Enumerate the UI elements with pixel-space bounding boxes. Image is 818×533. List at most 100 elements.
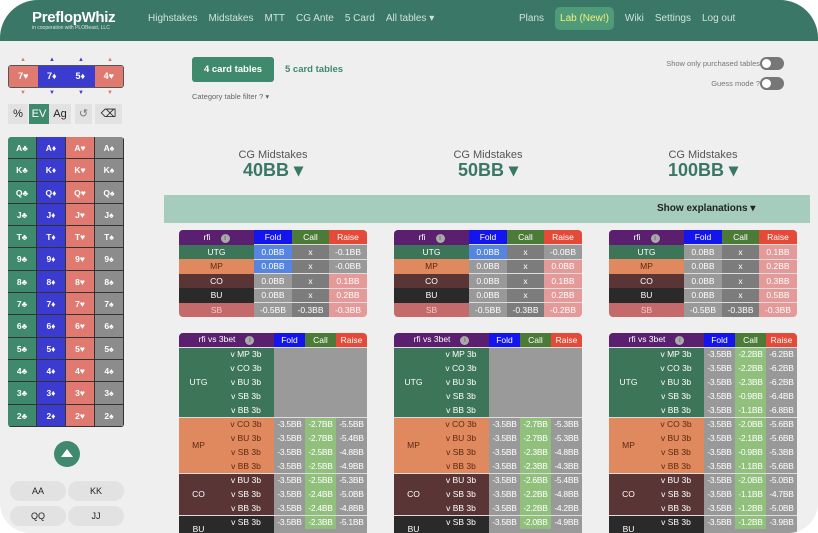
ev-cell[interactable]: -1.1BB [735,459,766,473]
card-cell[interactable]: A♦ [37,137,66,160]
ev-cell[interactable]: -0.5BB [469,302,507,317]
hand-chip-jj[interactable]: JJ [68,506,124,526]
card-cell[interactable]: 5♦ [37,337,66,360]
ev-cell[interactable]: 0.0BB [684,244,722,259]
selected-card[interactable]: 4♥ [94,66,123,87]
ev-cell[interactable]: -2.0BB [735,472,766,487]
tab-5-card-tables[interactable]: 5 card tables [285,64,344,75]
show-explanations-bar[interactable]: Show explanations ▾ [164,195,810,223]
ev-cell[interactable]: -1.1BB [735,487,766,501]
card-cell[interactable]: Q♣ [8,181,37,204]
ev-cell[interactable]: -2.2BB [735,361,766,375]
card-cell[interactable]: 5♠ [95,337,124,360]
ev-cell[interactable]: -3.5BB [704,514,735,529]
ev-cell[interactable]: -5.6BB [766,459,797,473]
ev-cell[interactable]: x [722,244,759,259]
card-down-arrow-icon[interactable]: ▼ [107,90,113,96]
ev-cell[interactable]: -3.5BB [704,445,735,459]
ev-cell[interactable] [336,389,367,403]
ev-cell[interactable]: -3.5BB [489,416,520,431]
ev-cell[interactable]: -5.4BB [336,431,367,445]
ev-cell[interactable]: -3.5BB [274,445,305,459]
ev-cell[interactable]: -2.3BB [520,445,551,459]
ev-cell[interactable]: -3.5BB [274,487,305,501]
ev-cell[interactable] [274,403,305,417]
ev-cell[interactable] [336,529,367,533]
ev-cell[interactable]: -3.5BB [274,472,305,487]
ev-cell[interactable]: x [507,258,544,274]
card-up-arrow-icon[interactable]: ▲ [49,57,55,63]
ev-cell[interactable]: -3.5BB [489,431,520,445]
ev-cell[interactable]: -0.3BB [292,302,329,317]
ev-cell[interactable] [489,529,520,533]
ev-cell[interactable] [520,529,551,533]
ev-cell[interactable]: -4.2BB [551,501,582,515]
ev-cell[interactable]: 0.0BB [684,287,722,303]
ev-cell[interactable] [274,375,305,389]
card-cell[interactable]: A♠ [95,137,124,160]
percent-button[interactable]: % [8,104,28,124]
ev-cell[interactable]: -5.5BB [336,416,367,431]
ev-cell[interactable] [551,375,582,389]
ev-cell[interactable]: 0.3BB [759,273,797,288]
backspace-icon[interactable]: ⌫ [95,104,122,124]
ev-cell[interactable]: -6.2BB [766,375,797,389]
card-cell[interactable]: 2♥ [66,404,95,427]
ev-cell[interactable]: -3.5BB [489,487,520,501]
card-cell[interactable]: 2♦ [37,404,66,427]
nav-link[interactable]: Highstakes [148,13,198,24]
info-icon[interactable]: i [435,233,445,243]
ev-cell[interactable]: -5.6BB [766,431,797,445]
card-cell[interactable]: 5♣ [8,337,37,360]
ev-cell[interactable]: -2.4BB [305,501,336,515]
info-icon[interactable]: i [675,336,685,346]
ev-cell[interactable] [305,361,336,375]
ev-cell[interactable]: -2.2BB [735,346,766,361]
card-cell[interactable]: 2♠ [95,404,124,427]
ev-cell[interactable]: -2.0BB [735,416,766,431]
card-cell[interactable]: 8♥ [66,270,95,294]
nav-link[interactable]: Log out [701,13,736,24]
card-up-arrow-icon[interactable]: ▲ [107,57,113,63]
ev-cell[interactable]: -3.5BB [704,375,735,389]
card-down-arrow-icon[interactable]: ▼ [20,90,26,96]
ev-cell[interactable]: -0.3BB [759,302,797,317]
card-cell[interactable]: J♥ [66,203,95,227]
nav-link[interactable]: All tables ▾ [385,13,435,24]
nav-link[interactable]: Settings [654,13,691,24]
ev-cell[interactable]: -5.4BB [551,472,582,487]
ev-cell[interactable]: -3.9BB [766,514,797,529]
ev-cell[interactable]: x [722,258,759,274]
ev-cell[interactable] [274,361,305,375]
ev-cell[interactable]: -2.7BB [305,416,336,431]
card-cell[interactable]: 3♦ [37,382,66,405]
ev-cell[interactable]: -3.5BB [704,389,735,403]
card-cell[interactable]: 8♦ [37,270,66,294]
ev-cell[interactable]: -3.5BB [489,501,520,515]
tab-4-card-tables[interactable]: 4 card tables [192,57,274,82]
ev-cell[interactable]: -5.3BB [766,445,797,459]
ev-cell[interactable]: 0.0BB [684,273,722,288]
ev-cell[interactable]: -5.0BB [766,501,797,515]
stack-size-dropdown[interactable]: 50BB ▾ [457,160,519,180]
ev-cell[interactable]: -3.5BB [489,459,520,473]
ev-cell[interactable]: -3.5BB [489,514,520,529]
ev-cell[interactable] [551,389,582,403]
nav-link[interactable]: Wiki [624,13,644,24]
nav-link[interactable]: Lab (New!) [555,7,614,30]
card-cell[interactable]: 3♥ [66,382,95,405]
ev-cell[interactable]: -3.5BB [274,431,305,445]
ev-cell[interactable]: -0.5BB [254,302,292,317]
card-cell[interactable]: 8♣ [8,270,37,294]
card-cell[interactable]: 5♥ [66,337,95,360]
logo[interactable]: PreflopWhiz [32,9,116,26]
ev-cell[interactable] [520,375,551,389]
ev-cell[interactable] [274,389,305,403]
card-cell[interactable]: T♥ [66,226,95,249]
ev-cell[interactable]: -3.5BB [704,416,735,431]
ev-cell[interactable]: -2.7BB [305,431,336,445]
nav-link[interactable]: Plans [519,13,545,24]
ev-cell[interactable]: -5.0BB [766,472,797,487]
card-cell[interactable]: A♣ [8,137,37,160]
card-cell[interactable]: 4♥ [66,359,95,383]
